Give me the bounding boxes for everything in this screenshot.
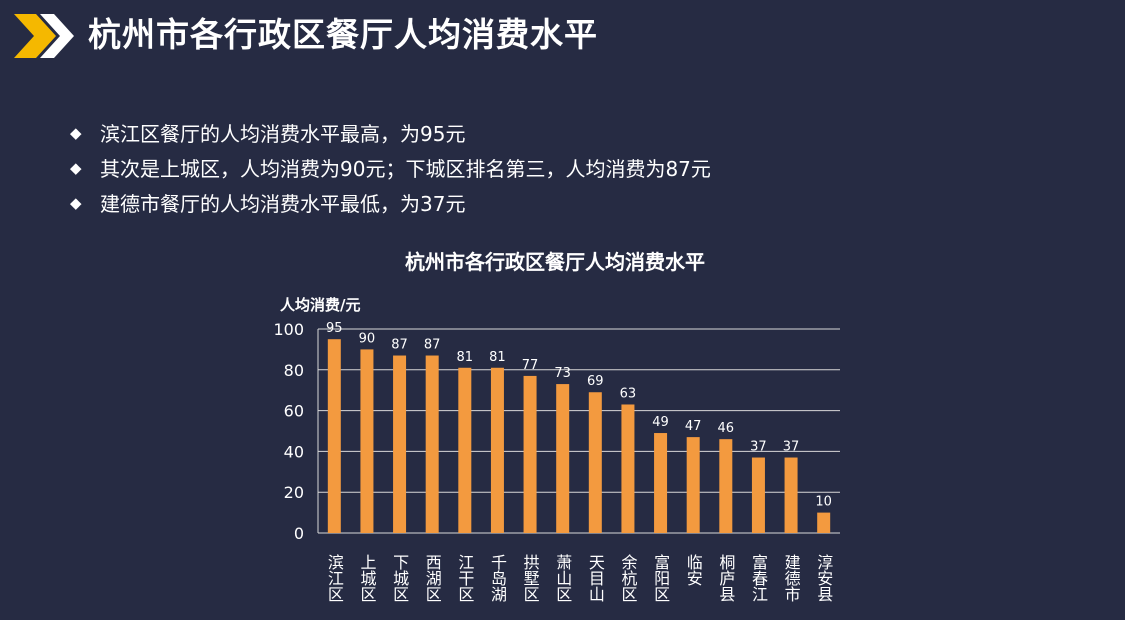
chart-title: 杭州市各行政区餐厅人均消费水平 — [405, 250, 705, 274]
bar — [327, 339, 341, 533]
bar — [490, 367, 504, 533]
x-tick-label: 上城区 — [357, 554, 376, 602]
bar — [784, 457, 798, 533]
data-label: 81 — [457, 350, 474, 365]
data-label: 87 — [391, 338, 408, 353]
y-axis-label: 人均消费/元 — [280, 296, 360, 314]
bar — [817, 512, 831, 533]
bullet-item: ◆ 滨江区餐厅的人均消费水平最高，为95元 — [70, 115, 711, 150]
x-tick-label: 江干区 — [455, 554, 474, 602]
bullet-text: 滨江区餐厅的人均消费水平最高，为95元 — [100, 122, 466, 146]
bar — [621, 404, 635, 533]
data-label: 90 — [359, 331, 376, 346]
data-label: 77 — [522, 358, 539, 373]
data-label: 69 — [587, 374, 604, 389]
x-tick-label: 富春江 — [749, 554, 768, 602]
bar — [393, 355, 407, 533]
data-label: 47 — [685, 419, 702, 434]
y-tick-label: 40 — [284, 442, 304, 461]
x-tick-label: 下城区 — [390, 554, 409, 602]
x-tick-label: 富阳区 — [651, 554, 670, 602]
bar — [360, 349, 374, 533]
y-tick-label: 100 — [273, 320, 304, 339]
x-tick-label: 萧山区 — [553, 554, 572, 602]
bullet-item: ◆ 其次是上城区，人均消费为90元；下城区排名第三，人均消费为87元 — [70, 150, 711, 185]
bullet-item: ◆ 建德市餐厅的人均消费水平最低，为37元 — [70, 185, 711, 220]
bar — [556, 384, 570, 533]
x-tick-label: 天目山 — [586, 554, 605, 602]
bullet-text: 其次是上城区，人均消费为90元；下城区排名第三，人均消费为87元 — [100, 157, 711, 181]
x-tick-label: 淳安县 — [814, 554, 833, 602]
bar — [588, 392, 602, 533]
diamond-bullet-icon: ◆ — [70, 158, 82, 177]
slide-title: 杭州市各行政区餐厅人均消费水平 — [88, 15, 598, 54]
data-label: 37 — [783, 440, 800, 455]
x-tick-label: 拱墅区 — [521, 554, 540, 602]
y-tick-label: 80 — [284, 361, 304, 380]
y-tick-label: 60 — [284, 402, 304, 421]
bar — [686, 437, 700, 533]
y-tick-label: 20 — [284, 483, 304, 502]
bar — [751, 457, 765, 533]
x-tick-label: 余杭区 — [618, 553, 637, 602]
x-tick-label: 建德市 — [782, 554, 801, 602]
chevron-right-icon — [14, 14, 74, 58]
bullet-text: 建德市餐厅的人均消费水平最低，为37元 — [100, 192, 466, 216]
diamond-bullet-icon: ◆ — [70, 123, 82, 142]
data-label: 46 — [718, 421, 735, 436]
x-tick-label: 西湖区 — [423, 554, 442, 602]
x-tick-label: 临安 — [684, 554, 703, 586]
slide-header: 杭州市各行政区餐厅人均消费水平 — [0, 0, 1125, 80]
bar — [654, 433, 668, 533]
data-label: 63 — [620, 386, 637, 401]
x-tick-label: 千岛湖 — [488, 554, 507, 603]
data-label: 37 — [750, 440, 767, 455]
data-label: 95 — [326, 321, 343, 336]
bar — [523, 375, 537, 533]
y-tick-label: 0 — [294, 524, 304, 543]
diamond-bullet-icon: ◆ — [70, 193, 82, 212]
x-tick-label: 桐庐县 — [716, 554, 735, 602]
data-label: 10 — [815, 495, 832, 510]
x-tick-label: 滨江区 — [325, 554, 344, 602]
data-label: 73 — [554, 366, 571, 381]
bar — [719, 439, 733, 533]
data-label: 87 — [424, 338, 441, 353]
bar — [425, 355, 439, 533]
data-label: 81 — [489, 350, 506, 365]
bullet-list: ◆ 滨江区餐厅的人均消费水平最高，为95元 ◆ 其次是上城区，人均消费为90元；… — [70, 115, 711, 220]
bar — [458, 367, 472, 533]
data-label: 49 — [652, 415, 669, 430]
